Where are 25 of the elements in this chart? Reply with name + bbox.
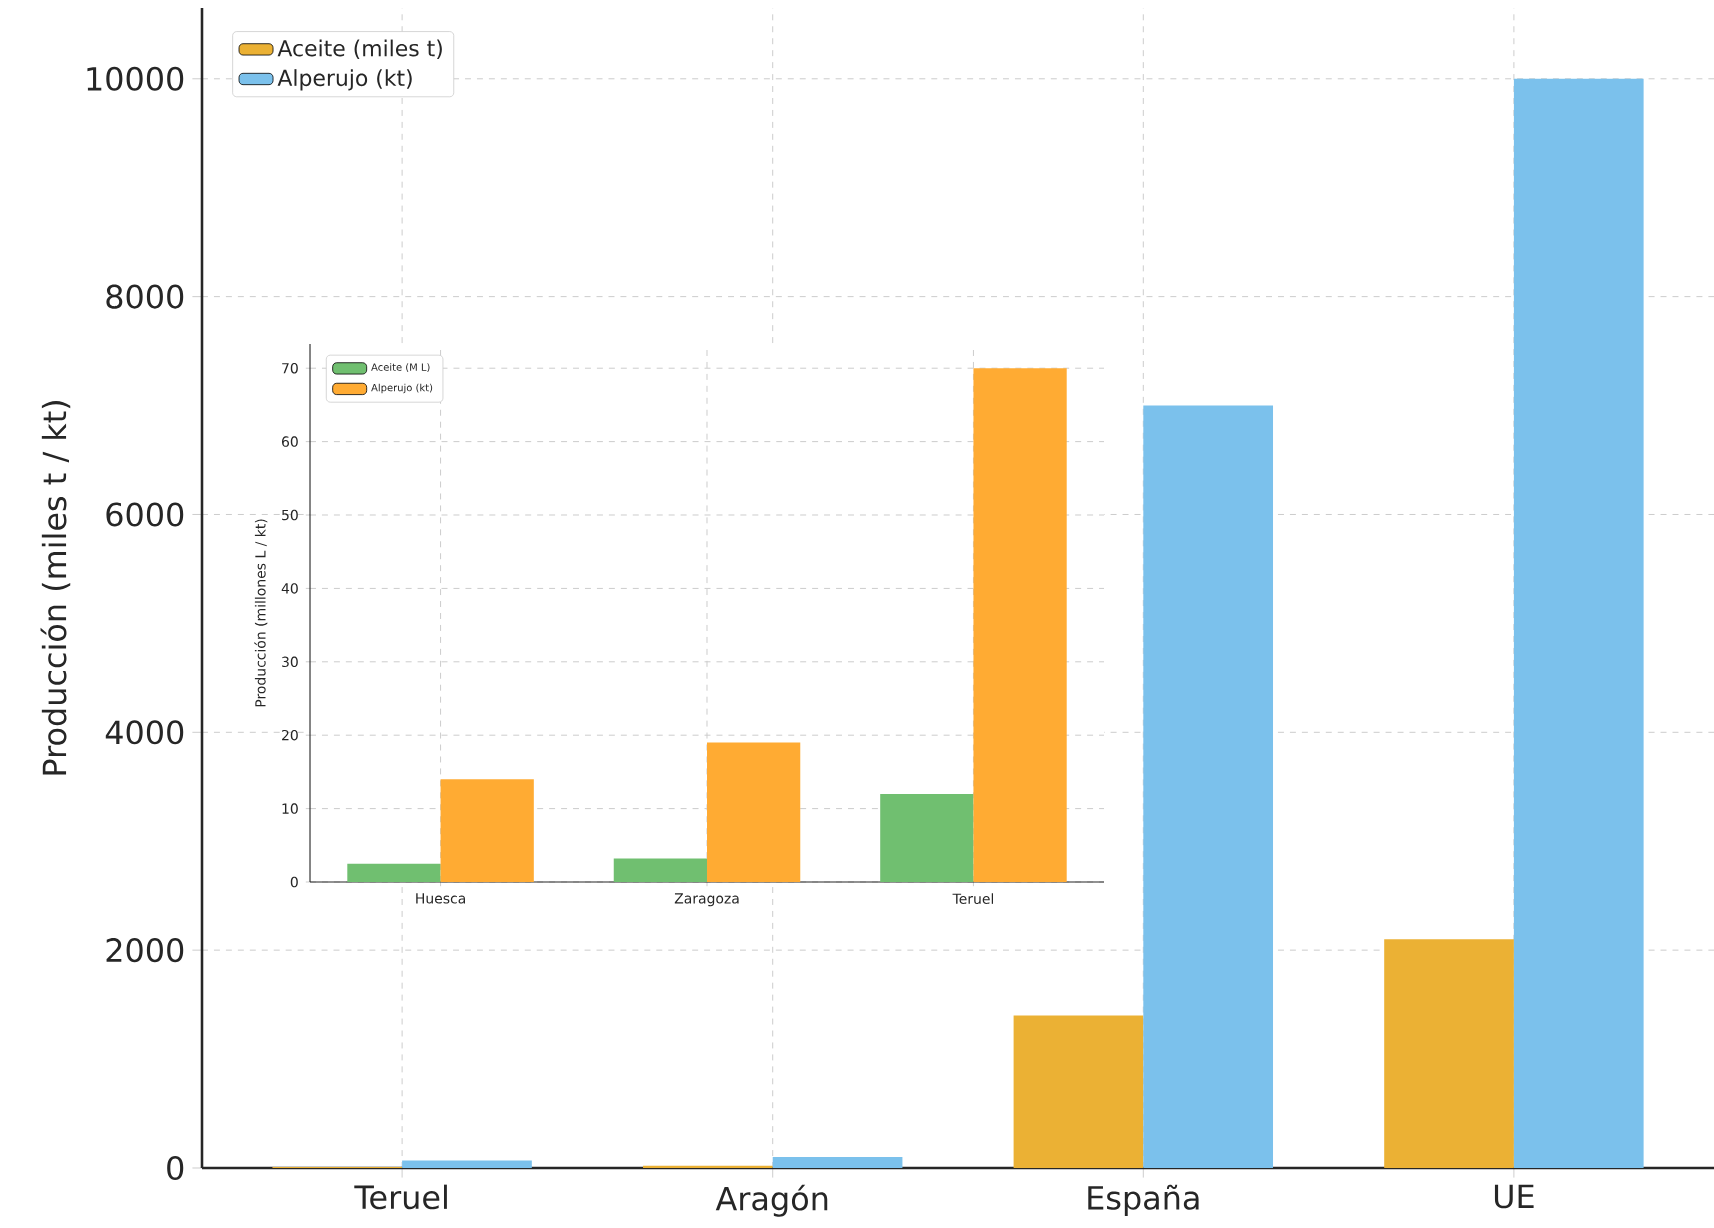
y-tick-label: 8000: [106, 284, 184, 309]
x-tick-label: UE: [1494, 1184, 1534, 1209]
bar: [1143, 405, 1274, 1168]
bar: [880, 793, 974, 882]
bar: [440, 779, 534, 882]
y-axis-title: Producción (miles t / kt): [40, 401, 71, 775]
x-tick-label: Teruel: [354, 1184, 447, 1210]
bar: [772, 1157, 903, 1168]
y-tick-label: 2000: [106, 938, 184, 963]
bar: [1513, 78, 1644, 1168]
bar: [347, 863, 441, 882]
bar: [1384, 939, 1514, 1168]
bar: [402, 1160, 532, 1168]
bar: [973, 368, 1067, 882]
y-tick-label: 4000: [105, 720, 184, 745]
x-tick-label: Aragón: [715, 1184, 828, 1217]
y-tick-label: 10000: [87, 66, 184, 91]
bar: [613, 858, 708, 882]
bar: [707, 742, 801, 882]
y-tick-label: 6000: [106, 502, 184, 527]
y-tick-label: 0: [167, 1155, 184, 1181]
bar: [1013, 1015, 1144, 1168]
legend-label: Alperujo (kt): [277, 69, 412, 91]
legend-label: Aceite (miles t): [277, 39, 442, 60]
x-tick-label: España: [1088, 1184, 1199, 1217]
